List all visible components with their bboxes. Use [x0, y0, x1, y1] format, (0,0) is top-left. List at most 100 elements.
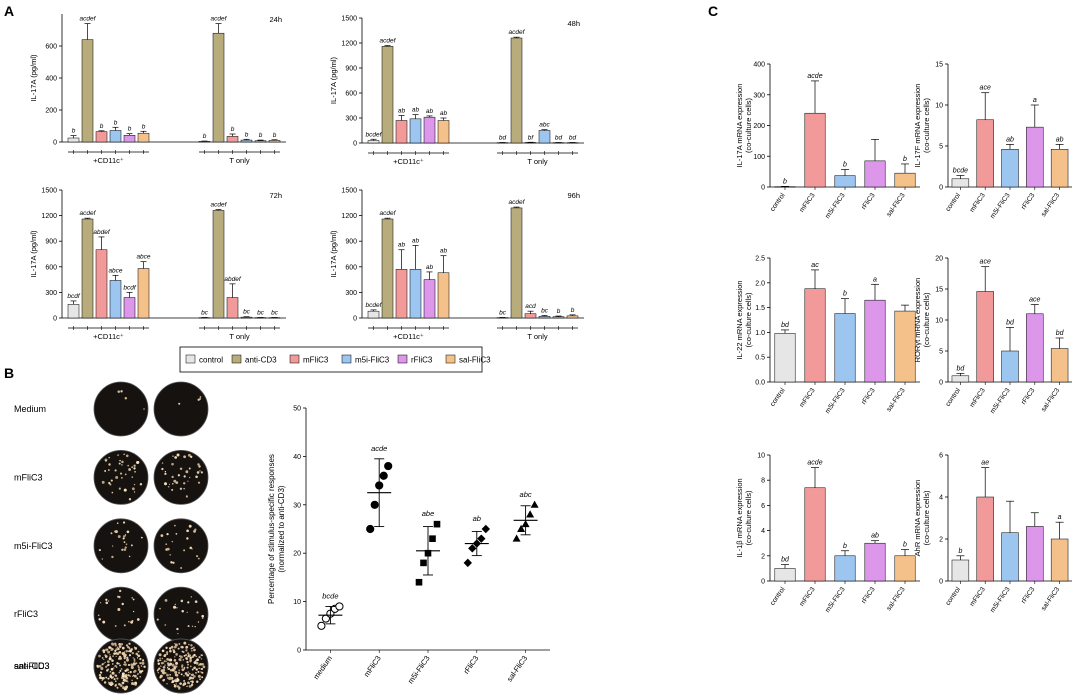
y-axis-label-line2: (co-culture cells) [744, 97, 753, 153]
elispot-spot [194, 661, 197, 664]
y-axis-label: RORγt mRNA expression(co-culture cells) [913, 278, 931, 363]
bar [367, 310, 380, 319]
elispot-spot [105, 601, 109, 605]
x-tick-label: control [945, 192, 963, 213]
elispot-spot [187, 453, 191, 457]
elispot-spot [105, 665, 108, 668]
bar [212, 32, 225, 143]
elispot-spot [116, 677, 119, 680]
elispot-spot [187, 663, 190, 666]
elispot-spot [129, 648, 131, 651]
elispot-spot [187, 625, 190, 628]
elispot-spot [165, 646, 168, 650]
elispot-spot [125, 680, 128, 682]
elispot-spot [188, 654, 192, 657]
elispot-spot [188, 682, 191, 685]
bar [566, 315, 579, 319]
legend-swatch [185, 354, 196, 364]
elispot-spot [186, 529, 189, 533]
elispot-spot [118, 595, 121, 599]
elispot-spot [185, 645, 189, 649]
chart-c-il17a: 0 100 200 300 400 IL-17A mRNA expression(co-c… [735, 62, 920, 220]
y-tick-label: 30 [293, 502, 301, 509]
elispot-spot [114, 684, 117, 687]
elispot-spot [187, 480, 189, 482]
elispot-spot [137, 666, 140, 669]
elispot-spot [169, 649, 172, 653]
y-axis-label: IL-17A mRNA expression(co-culture cells) [735, 84, 753, 168]
y-tick-label: 400 [753, 62, 765, 69]
elispot-spot [183, 668, 186, 670]
elispot-spot [120, 643, 124, 646]
elispot-spot [111, 545, 114, 547]
bar [951, 178, 970, 188]
elispot-spot [175, 674, 179, 677]
elispot-spot [120, 390, 123, 393]
y-tick-label: 6 [939, 453, 943, 460]
elispot-spot [102, 658, 105, 661]
elispot-spot [191, 680, 194, 684]
elispot-spot [101, 558, 103, 560]
elispot-label: anti-CD3 [14, 661, 50, 671]
elispot-spot [180, 673, 183, 676]
significance-label: ace [1029, 297, 1040, 304]
group-label: +CD11c⁺ [393, 332, 424, 341]
elispot-spot [157, 659, 160, 662]
elispot-spot [128, 468, 131, 471]
elispot-spot [173, 605, 177, 609]
y-axis-label-line2: (co-culture cells) [922, 292, 931, 348]
elispot-spot [176, 685, 180, 688]
elispot-spot [124, 663, 127, 666]
elispot-spot [133, 610, 135, 613]
y-tick-label: 5 [939, 349, 943, 356]
data-point [317, 621, 326, 630]
elispot-spot [200, 471, 203, 474]
elispot-spot [191, 625, 194, 627]
significance-label: acdef [509, 199, 526, 206]
legend-swatch [231, 354, 242, 364]
significance-label: b [142, 123, 146, 130]
data-point [481, 524, 490, 534]
chart-title: 48h [567, 19, 580, 28]
data-point [433, 520, 441, 528]
x-tick-label: rFliC3 [1020, 387, 1036, 406]
significance-label: b [114, 119, 118, 126]
y-tick-label: 8 [761, 478, 765, 485]
elispot-spot [171, 475, 174, 479]
legend-label: control [199, 356, 223, 365]
y-tick-label: 600 [45, 44, 57, 51]
significance-label: b [557, 308, 561, 315]
elispot-spot [195, 672, 197, 674]
elispot-spot [131, 651, 134, 655]
bar [67, 304, 80, 319]
significance-label: b [128, 126, 132, 133]
bar [1026, 313, 1044, 383]
elispot-spot [196, 611, 199, 614]
elispot-spot [171, 668, 174, 671]
elispot-spot [191, 673, 194, 677]
elispot-spot [157, 668, 160, 671]
elispot-spot [127, 663, 131, 667]
significance-label: acdef [80, 210, 97, 217]
elispot-spot [197, 674, 201, 678]
elispot-spot [165, 543, 168, 545]
elispot-spot [164, 624, 167, 626]
elispot-spot [161, 462, 164, 464]
elispot-spot [115, 652, 118, 655]
significance-label: ab [412, 237, 420, 244]
elispot-spot [125, 676, 129, 680]
y-tick-label: 0 [353, 316, 357, 323]
elispot-spot [191, 548, 193, 550]
elispot-spot [178, 402, 181, 405]
elispot-spot [167, 668, 169, 670]
elispot-spot [164, 664, 166, 666]
elispot-spot [139, 662, 142, 665]
elispot-spot [197, 398, 200, 401]
x-tick-label: mFliC3 [799, 586, 817, 608]
elispot-spot [101, 679, 103, 681]
significance-label: bcdf [67, 293, 80, 300]
x-tick-label: m5i-FliC3 [824, 192, 847, 220]
elispot-spot [109, 654, 111, 656]
significance-label: b [273, 132, 277, 139]
